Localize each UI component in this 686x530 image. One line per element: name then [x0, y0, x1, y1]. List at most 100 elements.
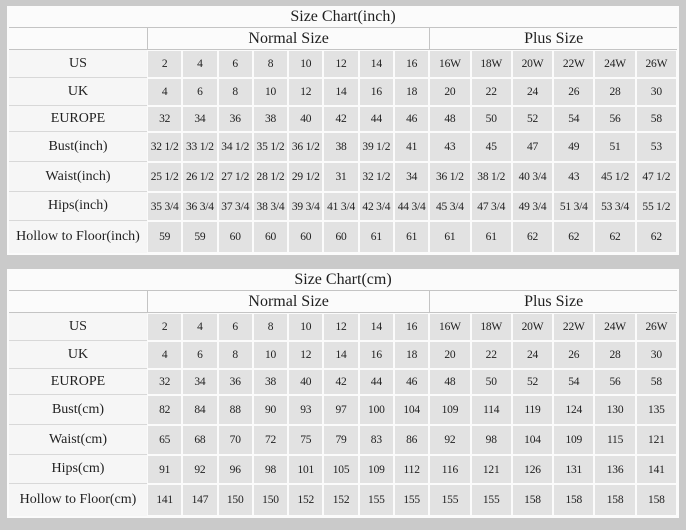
table-cell: 16 — [395, 51, 429, 77]
divider — [9, 49, 677, 50]
table-cell: 82 — [148, 396, 182, 424]
table-cell: 97 — [324, 396, 358, 424]
table-cell: 54 — [554, 370, 594, 394]
table-cell: 72 — [253, 426, 288, 454]
table-cell: 61 — [359, 222, 393, 252]
table-cell: 98 — [253, 456, 288, 483]
table-cell: 158 — [554, 485, 594, 515]
table-cell: 124 — [554, 396, 594, 424]
table-cell: 60 — [253, 222, 288, 252]
table-cell: 24 — [512, 79, 553, 105]
table-cell: 36 — [218, 107, 252, 131]
table-cell: 6 — [218, 314, 252, 340]
table-row: Hips(inch) 35 3/4 36 3/4 37 3/4 38 3/4 39 3/4… — [9, 192, 677, 221]
table-cell: 100 — [359, 396, 393, 424]
table-cell: 70 — [218, 426, 252, 454]
table-cell: 12 — [289, 79, 323, 105]
table-cell: 26 — [554, 79, 594, 105]
row-label: EUROPE — [9, 369, 147, 395]
table-cell: 4 — [148, 79, 182, 105]
table-cell: 75 — [289, 426, 323, 454]
table-cell: 38 3/4 — [253, 193, 288, 220]
table-cell: 155 — [471, 485, 511, 515]
table-cell: 34 — [395, 163, 429, 191]
table-cell: 14 — [324, 79, 358, 105]
table-cell: 39 3/4 — [289, 193, 323, 220]
table-cell: 152 — [289, 485, 323, 515]
table-body: US 2 4 6 8 10 12 14 16 16W 18W 20W 22W 24W 26W UK 4 6 8 10 1… — [9, 50, 677, 253]
table-cell: 2 — [148, 51, 182, 77]
table-cell: 44 3/4 — [395, 193, 429, 220]
table-cell: 48 — [430, 370, 470, 394]
table-cell: 35 1/2 — [253, 133, 288, 161]
table-cell: 30 — [636, 79, 676, 105]
plus-size-header: Plus Size — [429, 28, 677, 49]
table-cell: 98 — [471, 426, 511, 454]
table-cell: 65 — [148, 426, 182, 454]
table-cell: 155 — [430, 485, 470, 515]
row-label: UK — [9, 78, 147, 106]
table-cell: 54 — [554, 107, 594, 131]
size-chart-cm-table: Size Chart(cm) Normal Size Plus Size US 2… — [7, 269, 679, 518]
table-cell: 4 — [148, 342, 182, 368]
table-cell: 58 — [636, 370, 676, 394]
row-label: Hollow to Floor(inch) — [9, 221, 147, 253]
table-cell: 22W — [554, 51, 594, 77]
table-cell: 32 1/2 — [359, 163, 393, 191]
table-cell: 92 — [430, 426, 470, 454]
table-cell: 59 — [183, 222, 217, 252]
table-cell: 22W — [554, 314, 594, 340]
table-cell: 92 — [183, 456, 217, 483]
table-cell: 135 — [636, 396, 676, 424]
table-cell: 51 — [595, 133, 635, 161]
table-row: US 2 4 6 8 10 12 14 16 16W 18W 20W 22W 24W 26W — [9, 50, 677, 78]
table-cell: 44 — [359, 107, 393, 131]
table-cell: 141 — [636, 456, 676, 483]
table-cell: 12 — [289, 342, 323, 368]
table-cell: 155 — [395, 485, 429, 515]
row-label: Waist(cm) — [9, 425, 147, 455]
group-header-row: Normal Size Plus Size — [9, 28, 677, 49]
table-cell: 38 — [253, 107, 288, 131]
table-cell: 131 — [554, 456, 594, 483]
table-cell: 88 — [218, 396, 252, 424]
table-cell: 2 — [148, 314, 182, 340]
table-body: US 2 4 6 8 10 12 14 16 16W 18W 20W 22W 24W 26W UK 4 6 8 10 1… — [9, 313, 677, 516]
table-cell: 39 1/2 — [359, 133, 393, 161]
table-cell: 45 1/2 — [595, 163, 635, 191]
table-cell: 90 — [253, 396, 288, 424]
table-cell: 47 1/2 — [636, 163, 676, 191]
row-label: US — [9, 50, 147, 78]
table-cell: 136 — [595, 456, 635, 483]
table-cell: 18 — [395, 79, 429, 105]
table-cell: 121 — [471, 456, 511, 483]
table-row: EUROPE 32 34 36 38 40 42 44 46 48 50 52 54 56 58 — [9, 106, 677, 132]
table-cell: 49 — [554, 133, 594, 161]
table-cell: 42 3/4 — [359, 193, 393, 220]
table-cell: 91 — [148, 456, 182, 483]
table-cell: 42 — [324, 370, 358, 394]
table-row: Bust(cm) 82 84 88 90 93 97 100 104 109 114 119 124 13… — [9, 395, 677, 425]
table-cell: 14 — [359, 314, 393, 340]
table-cell: 26 — [554, 342, 594, 368]
table-cell: 147 — [183, 485, 217, 515]
table-cell: 56 — [595, 107, 635, 131]
table-cell: 32 — [148, 107, 182, 131]
table-cell: 36 1/2 — [289, 133, 323, 161]
table-cell: 6 — [183, 342, 217, 368]
table-cell: 62 — [595, 222, 635, 252]
table-row: UK 4 6 8 10 12 14 16 18 20 22 24 26 28 30 — [9, 341, 677, 369]
table-cell: 27 1/2 — [218, 163, 252, 191]
table-cell: 41 3/4 — [324, 193, 358, 220]
table-cell: 43 — [430, 133, 470, 161]
table-cell: 40 — [289, 370, 323, 394]
table-cell: 16 — [359, 342, 393, 368]
table-row: UK 4 6 8 10 12 14 16 18 20 22 24 26 28 30 — [9, 78, 677, 106]
table-cell: 35 3/4 — [148, 193, 182, 220]
table-cell: 46 — [395, 370, 429, 394]
table-cell: 6 — [183, 79, 217, 105]
table-row: Waist(cm) 65 68 70 72 75 79 83 86 92 98 104 109 115 12… — [9, 425, 677, 455]
table-cell: 62 — [636, 222, 676, 252]
table-cell: 96 — [218, 456, 252, 483]
table-cell: 68 — [183, 426, 217, 454]
